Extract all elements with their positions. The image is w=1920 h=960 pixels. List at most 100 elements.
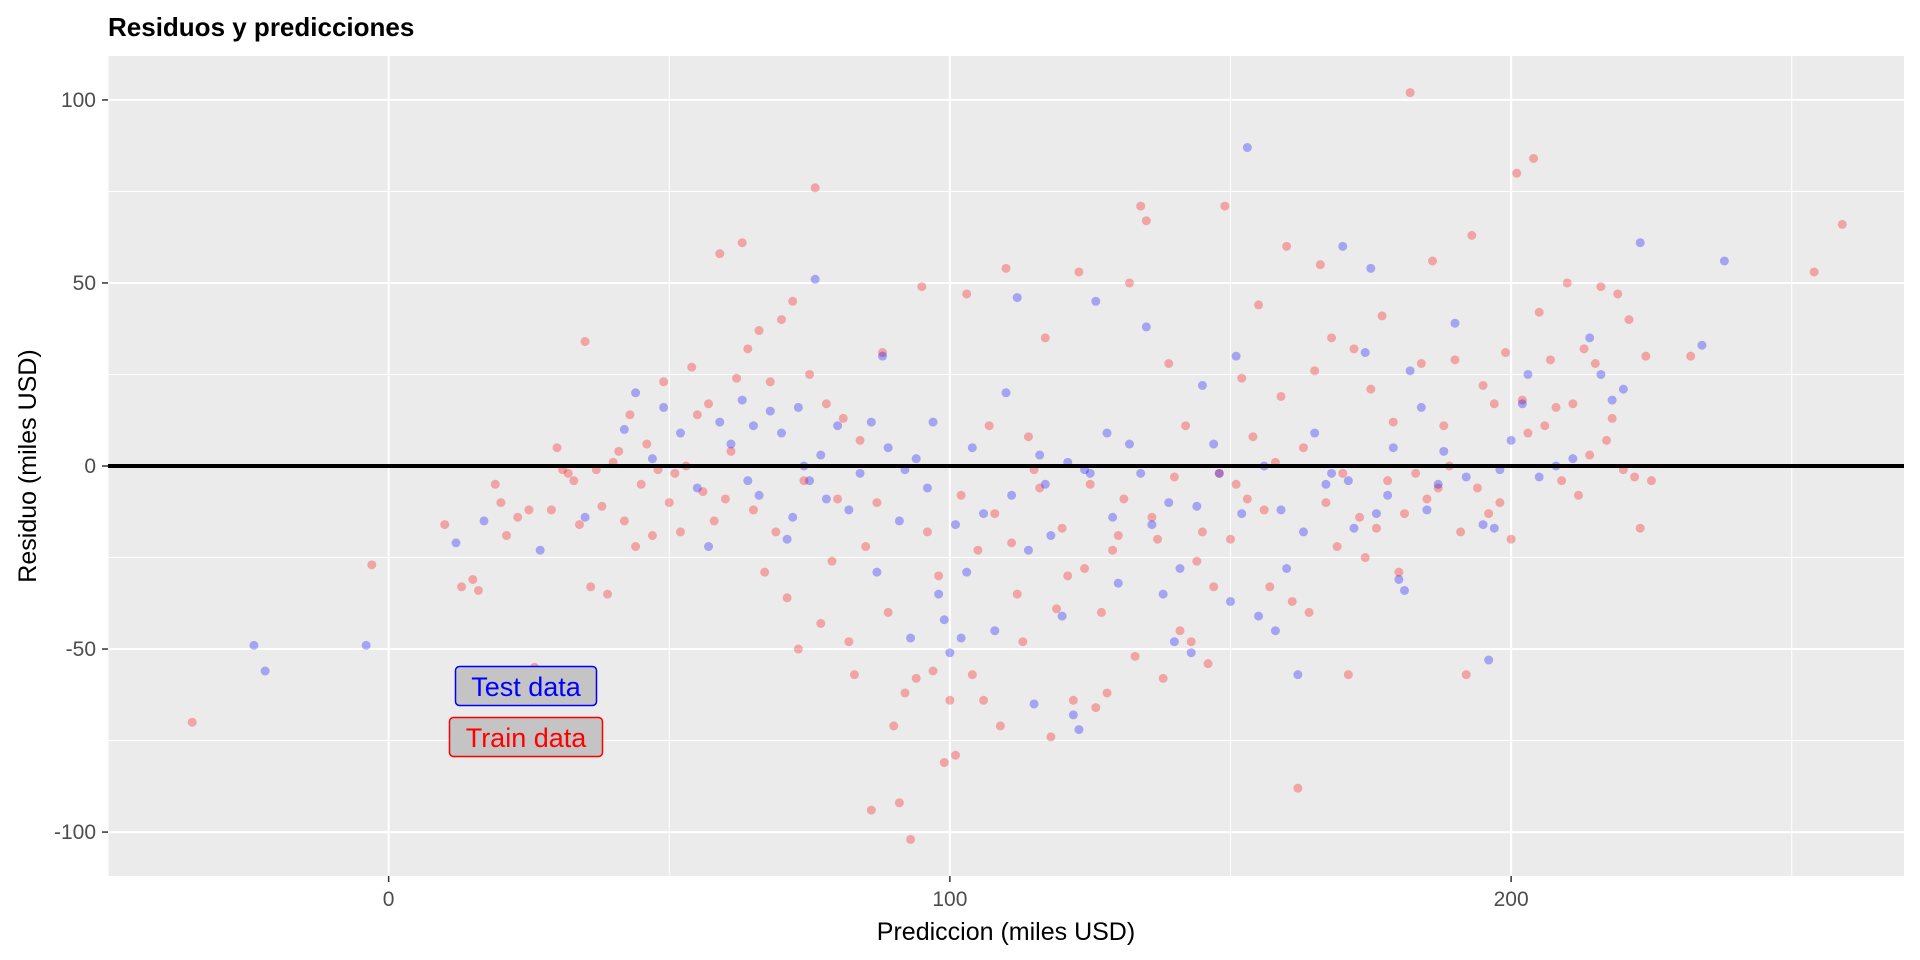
train-point xyxy=(737,238,747,248)
train-point xyxy=(1254,300,1264,310)
train-point xyxy=(473,585,483,595)
test-point xyxy=(1175,564,1185,573)
x-tick-label: 0 xyxy=(383,888,395,911)
train-point xyxy=(1545,355,1555,365)
train-point xyxy=(810,183,820,193)
test-point xyxy=(967,443,977,453)
train-point xyxy=(1242,494,1252,504)
train-point xyxy=(883,607,893,617)
train-point xyxy=(1327,333,1337,343)
train-point xyxy=(928,666,938,676)
train-point xyxy=(1506,534,1516,544)
train-point xyxy=(793,644,803,654)
train-point xyxy=(698,487,708,497)
test-point xyxy=(1040,479,1050,489)
train-point xyxy=(906,834,916,844)
test-point xyxy=(1023,545,1033,555)
train-point xyxy=(1573,490,1583,500)
test-point xyxy=(833,421,843,431)
test-point xyxy=(1147,520,1157,530)
test-point xyxy=(1506,435,1516,445)
chart-title: Residuos y predicciones xyxy=(108,12,414,42)
train-point xyxy=(1489,399,1499,409)
train-point xyxy=(1265,582,1275,592)
test-point xyxy=(855,468,865,478)
train-point xyxy=(799,476,809,486)
train-point xyxy=(1293,783,1303,793)
test-point xyxy=(1136,468,1146,478)
test-point xyxy=(1113,578,1123,588)
test-point xyxy=(1074,725,1084,735)
test-point xyxy=(647,454,657,464)
train-point xyxy=(900,688,910,698)
train-point xyxy=(647,531,657,541)
train-point xyxy=(1646,476,1656,486)
test-point xyxy=(1164,498,1174,508)
test-point xyxy=(737,395,747,405)
train-point xyxy=(945,695,955,705)
train-point xyxy=(1052,604,1062,614)
train-point xyxy=(962,289,972,299)
y-axis-ticks: -100 -50 0 50 100 xyxy=(54,89,108,844)
train-point xyxy=(1310,366,1320,376)
train-point xyxy=(922,527,932,537)
test-point xyxy=(1343,476,1353,486)
train-point xyxy=(1203,659,1213,669)
train-point xyxy=(1428,256,1438,266)
train-point xyxy=(513,512,523,522)
train-point xyxy=(687,362,697,372)
test-point xyxy=(1158,589,1168,599)
test-point xyxy=(1618,384,1628,394)
test-point xyxy=(906,633,916,643)
legend-label-train: Train data xyxy=(466,723,588,753)
train-point xyxy=(1383,476,1393,486)
test-point xyxy=(1068,710,1078,720)
train-point xyxy=(1158,673,1168,683)
x-tick-label: 200 xyxy=(1494,888,1529,911)
test-point xyxy=(361,640,371,650)
test-point xyxy=(816,450,826,460)
test-point xyxy=(1007,490,1017,500)
legend: Test data Train data xyxy=(448,665,604,758)
train-point xyxy=(1175,626,1185,636)
train-point xyxy=(546,505,556,515)
train-point xyxy=(1433,483,1443,493)
train-point xyxy=(490,479,500,489)
train-point xyxy=(979,695,989,705)
test-point xyxy=(939,615,949,625)
train-point xyxy=(1164,359,1174,368)
test-point xyxy=(1484,655,1494,665)
y-tick-label: -50 xyxy=(66,638,96,661)
train-point xyxy=(939,758,949,768)
train-point xyxy=(1630,472,1640,482)
train-point xyxy=(1501,348,1511,358)
train-point xyxy=(1596,282,1606,292)
test-point xyxy=(1433,479,1443,489)
data-points xyxy=(187,88,1847,844)
test-point xyxy=(743,476,753,486)
train-point xyxy=(614,446,624,456)
train-point xyxy=(1540,421,1550,431)
train-point xyxy=(1321,498,1331,508)
train-point xyxy=(1209,582,1219,592)
train-point xyxy=(1102,688,1112,698)
train-point xyxy=(1287,596,1297,606)
train-point xyxy=(1192,556,1202,566)
train-point xyxy=(1529,154,1539,163)
train-point xyxy=(720,494,730,504)
train-point xyxy=(664,498,674,508)
train-point xyxy=(1231,479,1241,489)
train-point xyxy=(1607,413,1617,423)
train-point xyxy=(563,468,573,478)
test-point xyxy=(1012,293,1022,303)
train-point xyxy=(1551,402,1561,412)
train-point xyxy=(187,717,197,727)
test-point xyxy=(1226,596,1235,606)
train-point xyxy=(967,670,977,680)
test-point xyxy=(1298,527,1308,537)
train-point xyxy=(1248,432,1258,442)
test-point xyxy=(675,428,685,438)
train-point xyxy=(1147,512,1157,522)
train-point xyxy=(1136,201,1146,211)
train-point xyxy=(1046,732,1056,742)
